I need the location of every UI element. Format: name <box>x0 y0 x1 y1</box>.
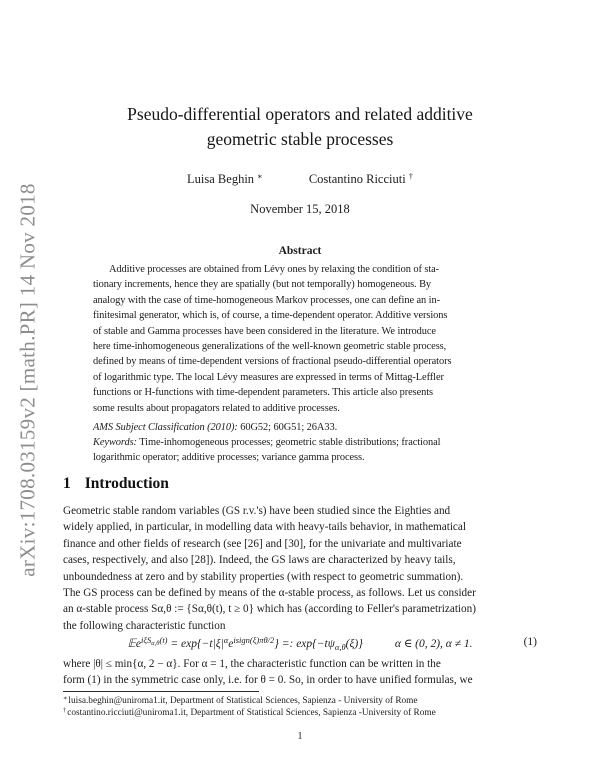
equation-segment: } =: exp{−tψ <box>274 638 335 650</box>
equation-segment: (t) <box>159 634 168 645</box>
after-equation-paragraph: where |θ| ≤ min{α, 2 − α}. For α = 1, th… <box>63 656 537 689</box>
equation-body: 𝔼eiξSα,θ(t) = exp{−t|ξ|αeisign(ξ)πθ/2} =… <box>127 634 473 652</box>
footnote-2-text: costantino.ricciuti@uniroma1.it, Departm… <box>67 707 436 718</box>
paper-title-line2: geometric stable processes <box>206 129 394 149</box>
page-number: 1 <box>297 730 303 742</box>
author-1-name: Luisa Beghin <box>187 172 255 186</box>
paper-date: November 15, 2018 <box>250 202 350 216</box>
paper-title-line1: Pseudo-differential operators and relate… <box>127 104 473 124</box>
ams-value: 60G52; 60G51; 26A33. <box>237 422 338 433</box>
footnote-2: †costantino.ricciuti@uniroma1.it, Depart… <box>63 706 537 720</box>
footnotes: ∗luisa.beghin@uniroma1.it, Department of… <box>63 695 537 720</box>
footnote-1-text: luisa.beghin@uniroma1.it, Department of … <box>68 696 418 706</box>
keywords-label: Keywords: <box>93 437 137 449</box>
text-line: finance and other fields of research (se… <box>63 537 462 550</box>
classification-block: AMS Subject Classification (2010): 60G52… <box>93 420 507 466</box>
text-line: finitesimal generator, which is, of cour… <box>93 310 448 322</box>
authors-row: Luisa Beghin ∗ Costantino Ricciuti † <box>0 171 600 187</box>
ams-label: AMS Subject Classification (2010): <box>93 422 238 433</box>
equation-segment: α,θ <box>151 640 160 647</box>
text-line: form (1) in the symmetric case only, i.e… <box>63 674 473 687</box>
intro-paragraph: Geometric stable random variables (GS r.… <box>63 503 537 634</box>
footnote-2-mark: † <box>63 706 67 714</box>
text-line: of stable and Gamma processes have been … <box>93 325 436 337</box>
equation-segment: iξS <box>140 634 152 645</box>
arxiv-stamp: arXiv:1708.03159v2 [math.PR] 14 Nov 2018 <box>15 183 40 577</box>
text-line: Geometric stable random variables (GS r.… <box>63 505 451 517</box>
section-number: 1 <box>63 475 71 492</box>
equation-segment: e <box>228 638 234 650</box>
text-line: here time-inhomogeneous generalizations … <box>93 341 447 353</box>
equation-segment: α,θ <box>334 641 346 652</box>
footnote-rule <box>63 691 259 692</box>
keywords-value: Time-inhomogeneous processes; geometric … <box>136 437 441 449</box>
text-line: cases, respectively, and also [28]). Ind… <box>63 554 456 567</box>
paper-title: Pseudo-differential operators and relate… <box>0 102 600 152</box>
equation-segment: (ξ)} <box>345 638 363 650</box>
ams-classification: AMS Subject Classification (2010): 60G52… <box>93 420 507 435</box>
text-line: Additive processes are obtained from Lév… <box>109 264 440 275</box>
text-line: unboundedness at zero and by stability p… <box>63 570 464 583</box>
text-line: of logarithmic type. The local Lévy meas… <box>93 371 444 383</box>
text-line: where |θ| ≤ min{α, 2 − α}. For α = 1, th… <box>63 658 441 670</box>
section-heading: 1 Introduction <box>63 475 169 493</box>
text-line: widely applied, in particular, in modell… <box>63 521 466 534</box>
keywords-line1: Keywords: Time-inhomogeneous processes; … <box>93 435 507 450</box>
equation-segment: α ∈ (0, 2), α ≠ 1. <box>394 638 473 650</box>
text-line: defined by means of time-dependent versi… <box>93 356 452 368</box>
equation-segment: = exp{−t|ξ| <box>167 638 224 650</box>
keywords-line2: logarithmic operator; additive processes… <box>93 452 365 464</box>
text-line: the following characteristic function <box>63 619 226 632</box>
footnote-1-mark: ∗ <box>63 695 68 702</box>
text-line: The GS process can be defined by means o… <box>63 587 476 600</box>
text-line: analogy with the case of time-homogeneou… <box>93 294 440 306</box>
text-line: some results about propagators related t… <box>93 402 340 414</box>
author-2-footnote-mark: † <box>408 171 413 181</box>
footnote-1: ∗luisa.beghin@uniroma1.it, Department of… <box>63 695 537 708</box>
author-1: Luisa Beghin ∗ <box>187 171 263 187</box>
abstract-heading: Abstract <box>278 245 322 257</box>
author-2-name: Costantino Ricciuti <box>308 172 406 186</box>
abstract-text: Additive processes are obtained from Lév… <box>93 262 507 416</box>
equation-segment: isign(ξ)πθ/2 <box>233 634 275 645</box>
text-line: functions or H-functions with time-depen… <box>93 387 434 399</box>
display-equation: 𝔼eiξSα,θ(t) = exp{−t|ξ|αeisign(ξ)πθ/2} =… <box>63 634 537 652</box>
text-line: tionary increments, hence they are spati… <box>93 279 432 291</box>
text-line: an α-stable process Sα,θ := {Sα,θ(t), t … <box>63 603 476 616</box>
equation-segment: α <box>223 634 229 645</box>
section-title: Introduction <box>84 475 169 492</box>
equation-number: (1) <box>523 636 537 648</box>
author-2: Costantino Ricciuti † <box>308 171 413 187</box>
author-1-footnote-mark: ∗ <box>257 171 263 181</box>
equation-segment: 𝔼e <box>127 638 141 650</box>
